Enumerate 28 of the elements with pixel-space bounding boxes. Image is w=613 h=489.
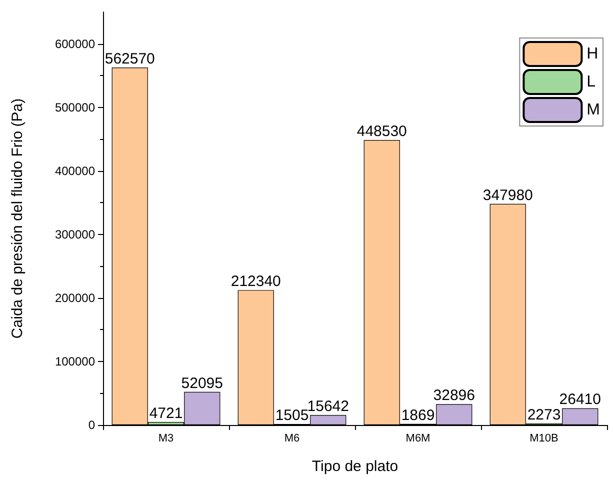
data-label: 32896 <box>433 387 475 404</box>
y-tick-label: 600000 <box>54 36 96 51</box>
legend-label: M <box>586 102 600 118</box>
y-tick-label: 500000 <box>54 100 96 114</box>
data-label: 562570 <box>104 50 155 68</box>
data-label: 26410 <box>559 391 601 408</box>
y-tick-label: 400000 <box>54 164 96 178</box>
x-axis-title: Tipo de plato <box>312 458 398 475</box>
legend-label: H <box>586 46 598 62</box>
data-label: 448530 <box>356 123 407 140</box>
data-label: 1869 <box>401 406 435 424</box>
x-tick-label: M3 <box>158 432 174 444</box>
data-label: 52095 <box>181 374 223 392</box>
legend-label: L <box>586 74 596 90</box>
data-label: 212340 <box>230 273 281 290</box>
y-tick-label: 0 <box>88 418 96 432</box>
y-tick-label: 200000 <box>54 290 96 305</box>
x-tick-label: M6 <box>284 432 300 444</box>
x-tick-label: M6M <box>406 432 430 444</box>
data-label: 4721 <box>149 405 183 422</box>
y-tick-label: 300000 <box>54 227 96 242</box>
data-label: 15642 <box>307 398 349 416</box>
data-label: 347980 <box>482 186 533 204</box>
data-label: 1505 <box>275 407 309 424</box>
data-label: 2273 <box>527 406 561 424</box>
y-axis-title: Caida de presión del fluido Frio (Pa) <box>9 98 26 339</box>
y-tick-label: 100000 <box>54 354 96 368</box>
x-tick-label: M10B <box>530 432 558 444</box>
